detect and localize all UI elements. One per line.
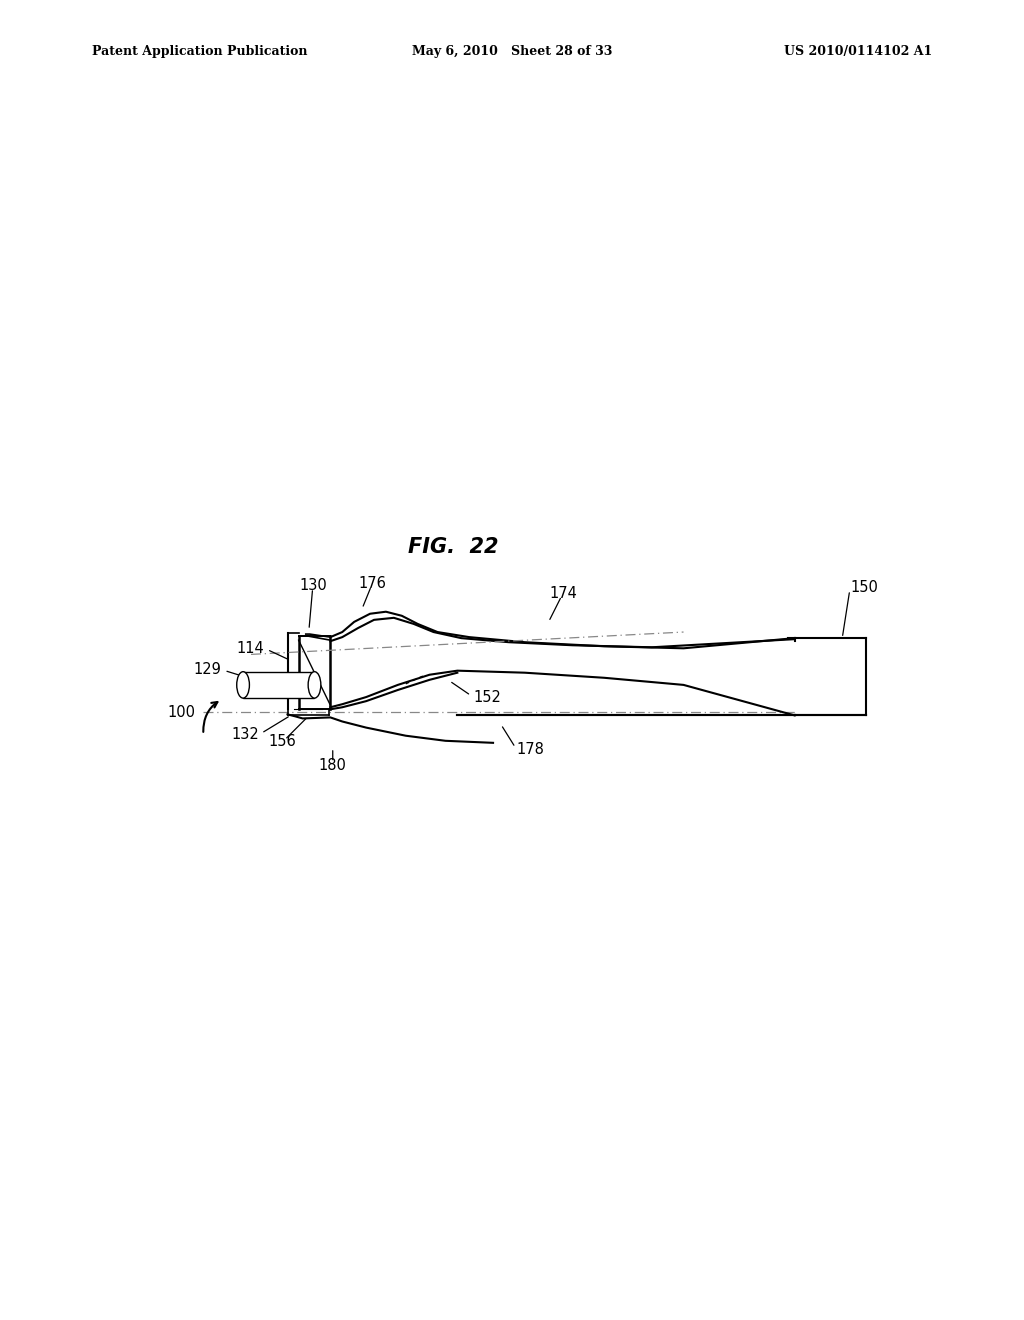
Text: 174: 174 (549, 586, 577, 601)
Text: 180: 180 (318, 758, 347, 772)
Text: 178: 178 (517, 742, 545, 758)
Text: 114: 114 (237, 640, 264, 656)
Text: 156: 156 (269, 734, 297, 750)
Ellipse shape (237, 672, 250, 698)
Text: 150: 150 (850, 579, 878, 595)
Text: 130: 130 (299, 578, 327, 593)
Text: 176: 176 (358, 576, 386, 591)
Text: 152: 152 (473, 689, 501, 705)
Text: FIG.  22: FIG. 22 (409, 537, 499, 557)
Text: 132: 132 (231, 727, 259, 742)
Text: May 6, 2010   Sheet 28 of 33: May 6, 2010 Sheet 28 of 33 (412, 45, 612, 58)
Text: US 2010/0114102 A1: US 2010/0114102 A1 (783, 45, 932, 58)
Text: 129: 129 (194, 663, 221, 677)
Bar (243, 672, 314, 698)
Ellipse shape (308, 672, 321, 698)
Text: Patent Application Publication: Patent Application Publication (92, 45, 307, 58)
Text: 100: 100 (168, 705, 196, 719)
